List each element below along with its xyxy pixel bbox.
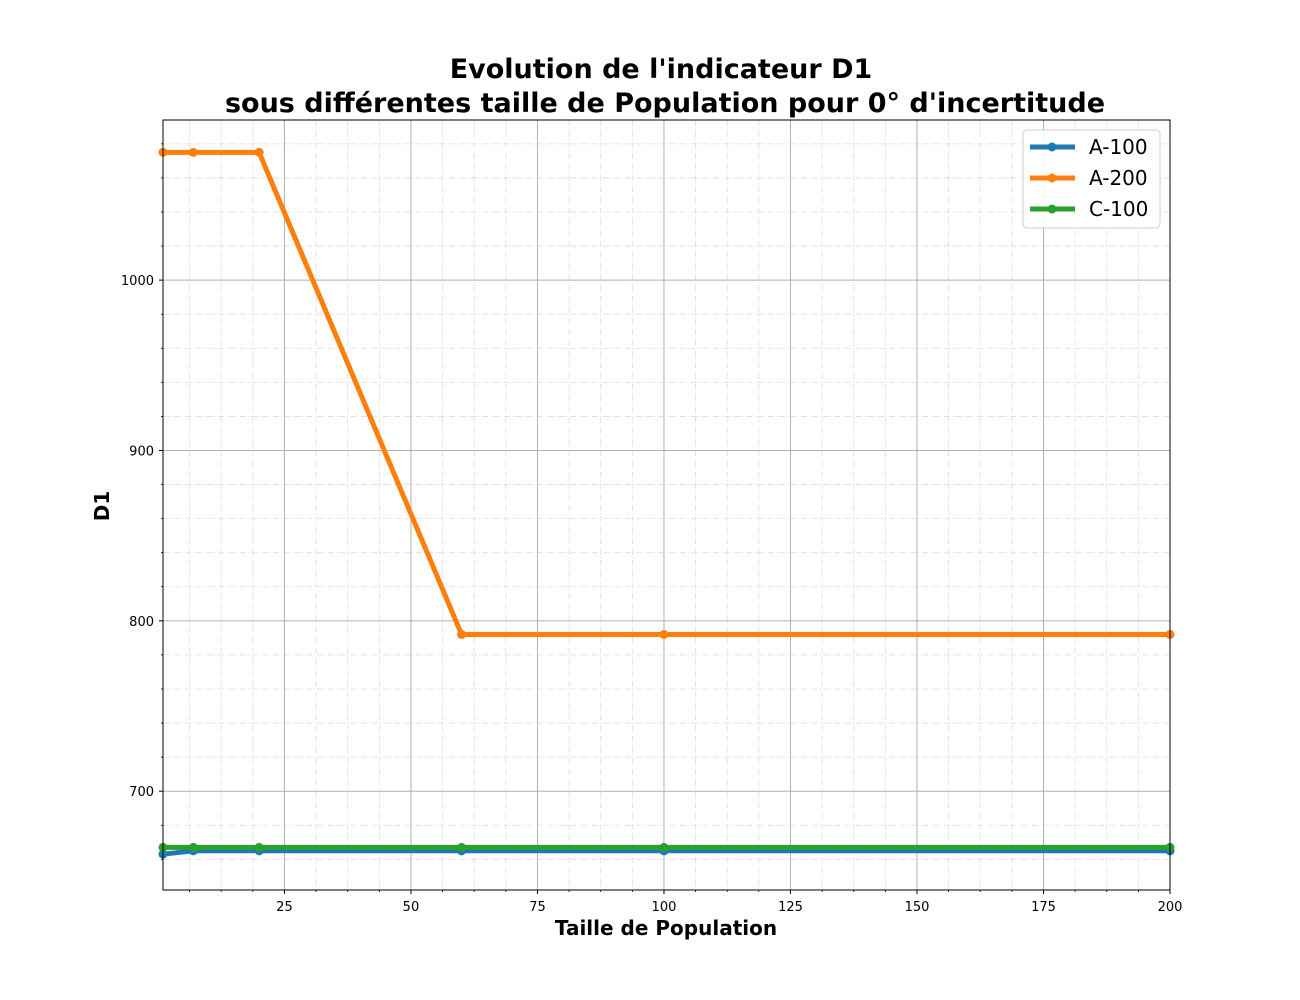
x-axis-label: Taille de Population	[555, 916, 777, 940]
y-axis-label: D1	[90, 491, 114, 522]
x-tick-label: 175	[1031, 900, 1056, 915]
legend-marker	[1047, 173, 1057, 183]
legend-label: A-200	[1089, 166, 1148, 190]
legend-marker	[1047, 204, 1057, 214]
data-point-c-100	[188, 842, 198, 852]
x-tick-label: 25	[276, 900, 293, 915]
x-tick-label: 50	[403, 900, 420, 915]
data-point-a-200	[188, 147, 198, 157]
x-tick-label: 150	[905, 900, 930, 915]
chart-title-line1: Evolution de l'indicateur D1	[450, 54, 873, 85]
series-line-a-200	[160, 149, 1173, 637]
data-point-a-200	[659, 629, 669, 639]
series-layer	[158, 147, 1175, 859]
data-point-a-200	[254, 147, 264, 157]
x-tick-label: 75	[529, 900, 546, 915]
x-tick-label: 200	[1158, 900, 1183, 915]
legend-marker	[1047, 142, 1057, 152]
legend: A-100 A-200 C-100	[1022, 129, 1161, 229]
legend-label: A-100	[1089, 135, 1148, 159]
series-line-a-100	[160, 848, 1173, 857]
axis-ticks: 25 50 75 100 125 150 175 200 700 800 900 1000	[121, 143, 1183, 915]
chart-title-line2: sous différentes taille de Population po…	[225, 88, 1105, 119]
data-point-c-100	[659, 842, 669, 852]
x-tick-label: 125	[778, 900, 803, 915]
y-tick-label: 1000	[121, 274, 154, 289]
data-point-a-200	[457, 629, 467, 639]
data-point-c-100	[254, 842, 264, 852]
minor-grid	[163, 120, 1170, 890]
x-tick-label: 100	[652, 900, 677, 915]
y-tick-label: 900	[129, 444, 154, 459]
legend-box	[1022, 129, 1161, 229]
legend-label: C-100	[1089, 197, 1148, 221]
plot-frame	[162, 119, 1171, 891]
y-tick-label: 800	[129, 615, 154, 630]
data-point-c-100	[457, 842, 467, 852]
y-tick-label: 700	[129, 785, 154, 800]
